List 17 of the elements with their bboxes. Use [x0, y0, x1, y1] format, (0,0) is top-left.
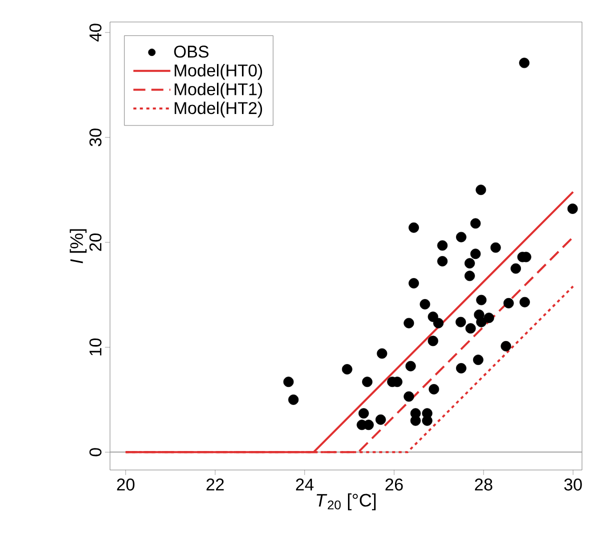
y-tick-label: 10	[89, 338, 102, 356]
x-tick-label: 20	[117, 478, 134, 491]
x-tick-label: 30	[564, 478, 582, 491]
y-tick-label: 20	[89, 234, 102, 251]
y-tick-label: 40	[89, 24, 102, 42]
y-tick-label: 0	[89, 448, 102, 456]
y-tick-label: 30	[89, 128, 102, 146]
y-axis-title: I [%]	[70, 229, 87, 264]
legend-label: Model(HT0)	[174, 64, 262, 80]
x-tick-label: 28	[474, 478, 492, 491]
x-tick-label: 26	[386, 478, 403, 491]
legend-label: Model(HT1)	[174, 82, 262, 99]
x-axis-title: T$_{20}$ [°C]	[316, 493, 376, 510]
x-tick-label: 24	[296, 478, 314, 490]
legend-label: OBS	[174, 46, 208, 58]
x-tick-label: 22	[206, 478, 224, 490]
legend-label: Model(HT2)	[174, 102, 262, 118]
